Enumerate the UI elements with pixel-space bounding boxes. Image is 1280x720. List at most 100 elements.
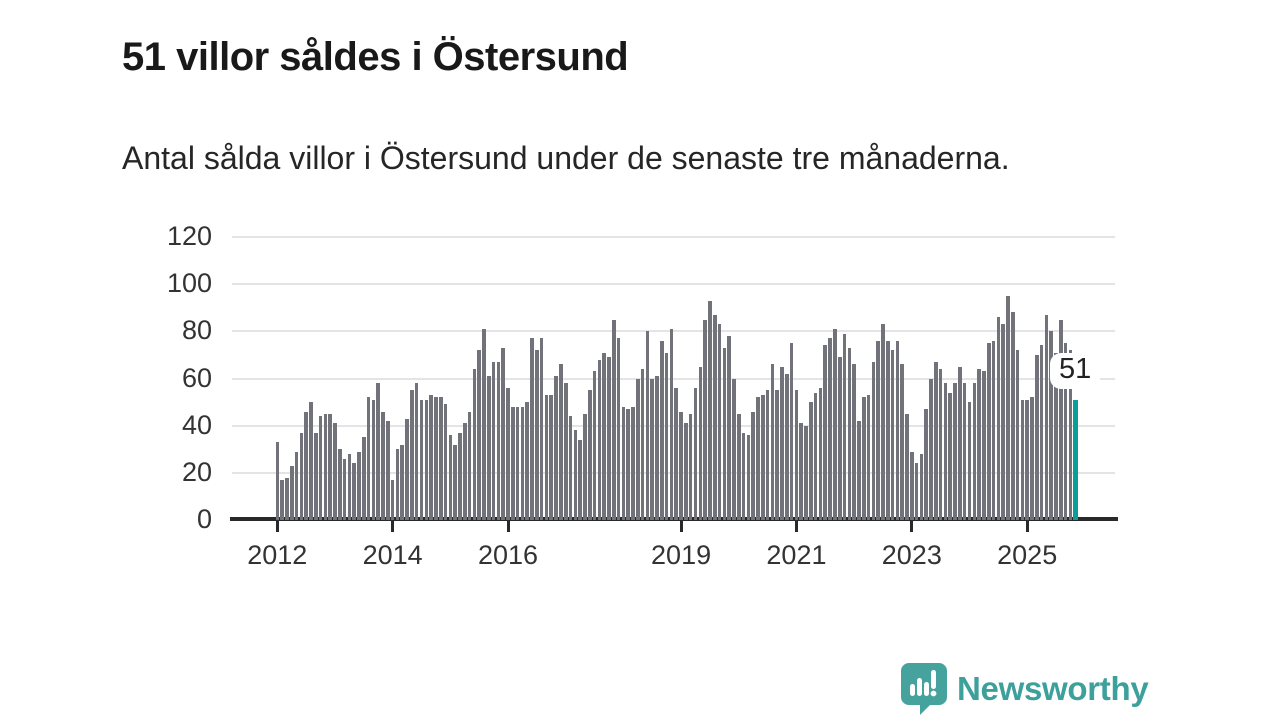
bar-2025-02 — [1030, 397, 1034, 520]
x-axis-tick-label: 2021 — [766, 540, 827, 570]
bar-2017-08 — [597, 359, 602, 520]
x-axis-tick-label: 2019 — [651, 540, 712, 570]
bar-2020-09 — [775, 390, 780, 520]
bar-2017-04 — [578, 439, 582, 520]
bar-2015-04 — [462, 423, 467, 520]
bar-2019-06 — [703, 319, 707, 520]
newsworthy-brand-name: Newsworthy — [957, 670, 1149, 707]
bar-2016-04 — [520, 406, 525, 520]
highlight-value-label: 51 — [1050, 353, 1101, 389]
bar-2024-05 — [986, 343, 991, 520]
bar-2015-11 — [496, 361, 501, 520]
bar-2023-04 — [924, 409, 929, 520]
bar-2025-04 — [1039, 345, 1044, 520]
y-axis-tick-label: 20 — [181, 456, 212, 487]
gridline-y-20 — [232, 471, 1115, 474]
bar-2024-06 — [991, 340, 996, 520]
bar-2015-07 — [477, 350, 481, 520]
y-axis-tick-label: 60 — [181, 362, 212, 393]
bar-2016-05 — [525, 402, 530, 520]
bar-2018-05 — [640, 369, 645, 520]
bar-2024-12 — [1020, 399, 1025, 520]
bar-2018-06 — [645, 331, 650, 520]
bar-2021-02 — [799, 423, 804, 520]
bar-2025-08 — [1059, 319, 1063, 520]
x-axis-tick-mark — [794, 521, 798, 532]
bar-2014-11 — [438, 397, 443, 520]
bar-2017-07 — [592, 371, 597, 520]
bar-2018-11 — [669, 328, 674, 520]
bar-2025-05 — [1044, 314, 1049, 520]
bar-2024-02 — [972, 383, 977, 520]
bar-2016-01 — [506, 387, 510, 520]
bar-2024-01 — [967, 402, 972, 520]
bar-2023-09 — [948, 392, 953, 520]
bar-2019-05 — [698, 366, 703, 520]
bar-2016-02 — [511, 406, 515, 520]
bar-2024-07 — [996, 317, 1001, 520]
y-axis-tick-label: 80 — [181, 315, 212, 346]
bar-2017-05 — [583, 413, 587, 520]
x-axis-tick-label: 2016 — [477, 540, 539, 570]
bar-2018-12 — [674, 387, 679, 520]
bar-2022-07 — [881, 324, 885, 520]
bar-2018-01 — [621, 406, 626, 520]
bar-2024-03 — [977, 369, 981, 520]
bar-2018-03 — [631, 406, 635, 520]
bar-2015-06 — [472, 369, 477, 520]
newsworthy-brand[interactable]: Newsworthy — [900, 662, 1149, 716]
bar-2025-06 — [1049, 331, 1054, 520]
bar-2013-06 — [357, 451, 361, 520]
bar-2021-06 — [818, 387, 823, 520]
bar-2018-04 — [636, 378, 640, 520]
page-title: 51 villor såldes i Östersund — [122, 34, 629, 79]
x-axis-tick-label: 2023 — [881, 540, 942, 570]
bar-2021-12 — [847, 347, 852, 520]
bar-2025-03 — [1035, 354, 1039, 520]
bar-2013-11 — [381, 411, 385, 520]
bar-2020-06 — [761, 395, 765, 520]
bar-2021-10 — [837, 357, 842, 520]
bar-2021-03 — [804, 425, 808, 520]
bar-2016-07 — [535, 350, 539, 520]
bar-2023-11 — [958, 366, 962, 520]
bar-2022-01 — [852, 364, 856, 520]
bar-2013-02 — [337, 449, 342, 520]
bar-2013-09 — [371, 399, 376, 520]
bar-2016-06 — [530, 338, 534, 520]
bar-2012-01 — [275, 442, 280, 520]
gridline-y-80 — [232, 330, 1115, 333]
bar-2013-03 — [342, 458, 347, 520]
bar-2019-10 — [722, 347, 727, 520]
bar-2021-09 — [833, 328, 837, 520]
bar-2020-08 — [770, 364, 775, 520]
bar-2023-10 — [953, 383, 957, 520]
bar-2019-11 — [727, 336, 731, 520]
bar-2012-05 — [294, 451, 299, 520]
bar-2014-01 — [390, 479, 395, 520]
x-axis-tick-label: 2025 — [997, 540, 1058, 570]
bar-2013-01 — [333, 423, 337, 520]
bar-2022-06 — [876, 340, 880, 520]
bar-2014-12 — [443, 404, 448, 520]
bar-2015-01 — [448, 435, 453, 520]
bar-2022-09 — [890, 350, 895, 520]
bar-2023-07 — [938, 369, 943, 520]
bar-2024-08 — [1001, 324, 1005, 520]
bar-2019-04 — [693, 387, 698, 520]
x-axis-tick-label: 2012 — [247, 540, 308, 570]
bar-2015-09 — [487, 376, 491, 520]
x-axis-tick-mark — [391, 521, 395, 532]
bar-2022-08 — [885, 340, 890, 520]
y-axis-tick-label: 0 — [196, 504, 212, 534]
bar-2020-05 — [756, 397, 760, 520]
bar-2015-10 — [491, 361, 496, 520]
bar-2012-08 — [309, 402, 313, 520]
newsworthy-logo-icon — [901, 663, 947, 715]
bar-2015-08 — [482, 328, 486, 520]
bar-2014-05 — [410, 390, 414, 520]
bar-2022-05 — [871, 361, 876, 520]
bar-2013-07 — [362, 437, 366, 520]
bar-2020-04 — [751, 411, 755, 520]
bar-2020-11 — [785, 373, 789, 520]
